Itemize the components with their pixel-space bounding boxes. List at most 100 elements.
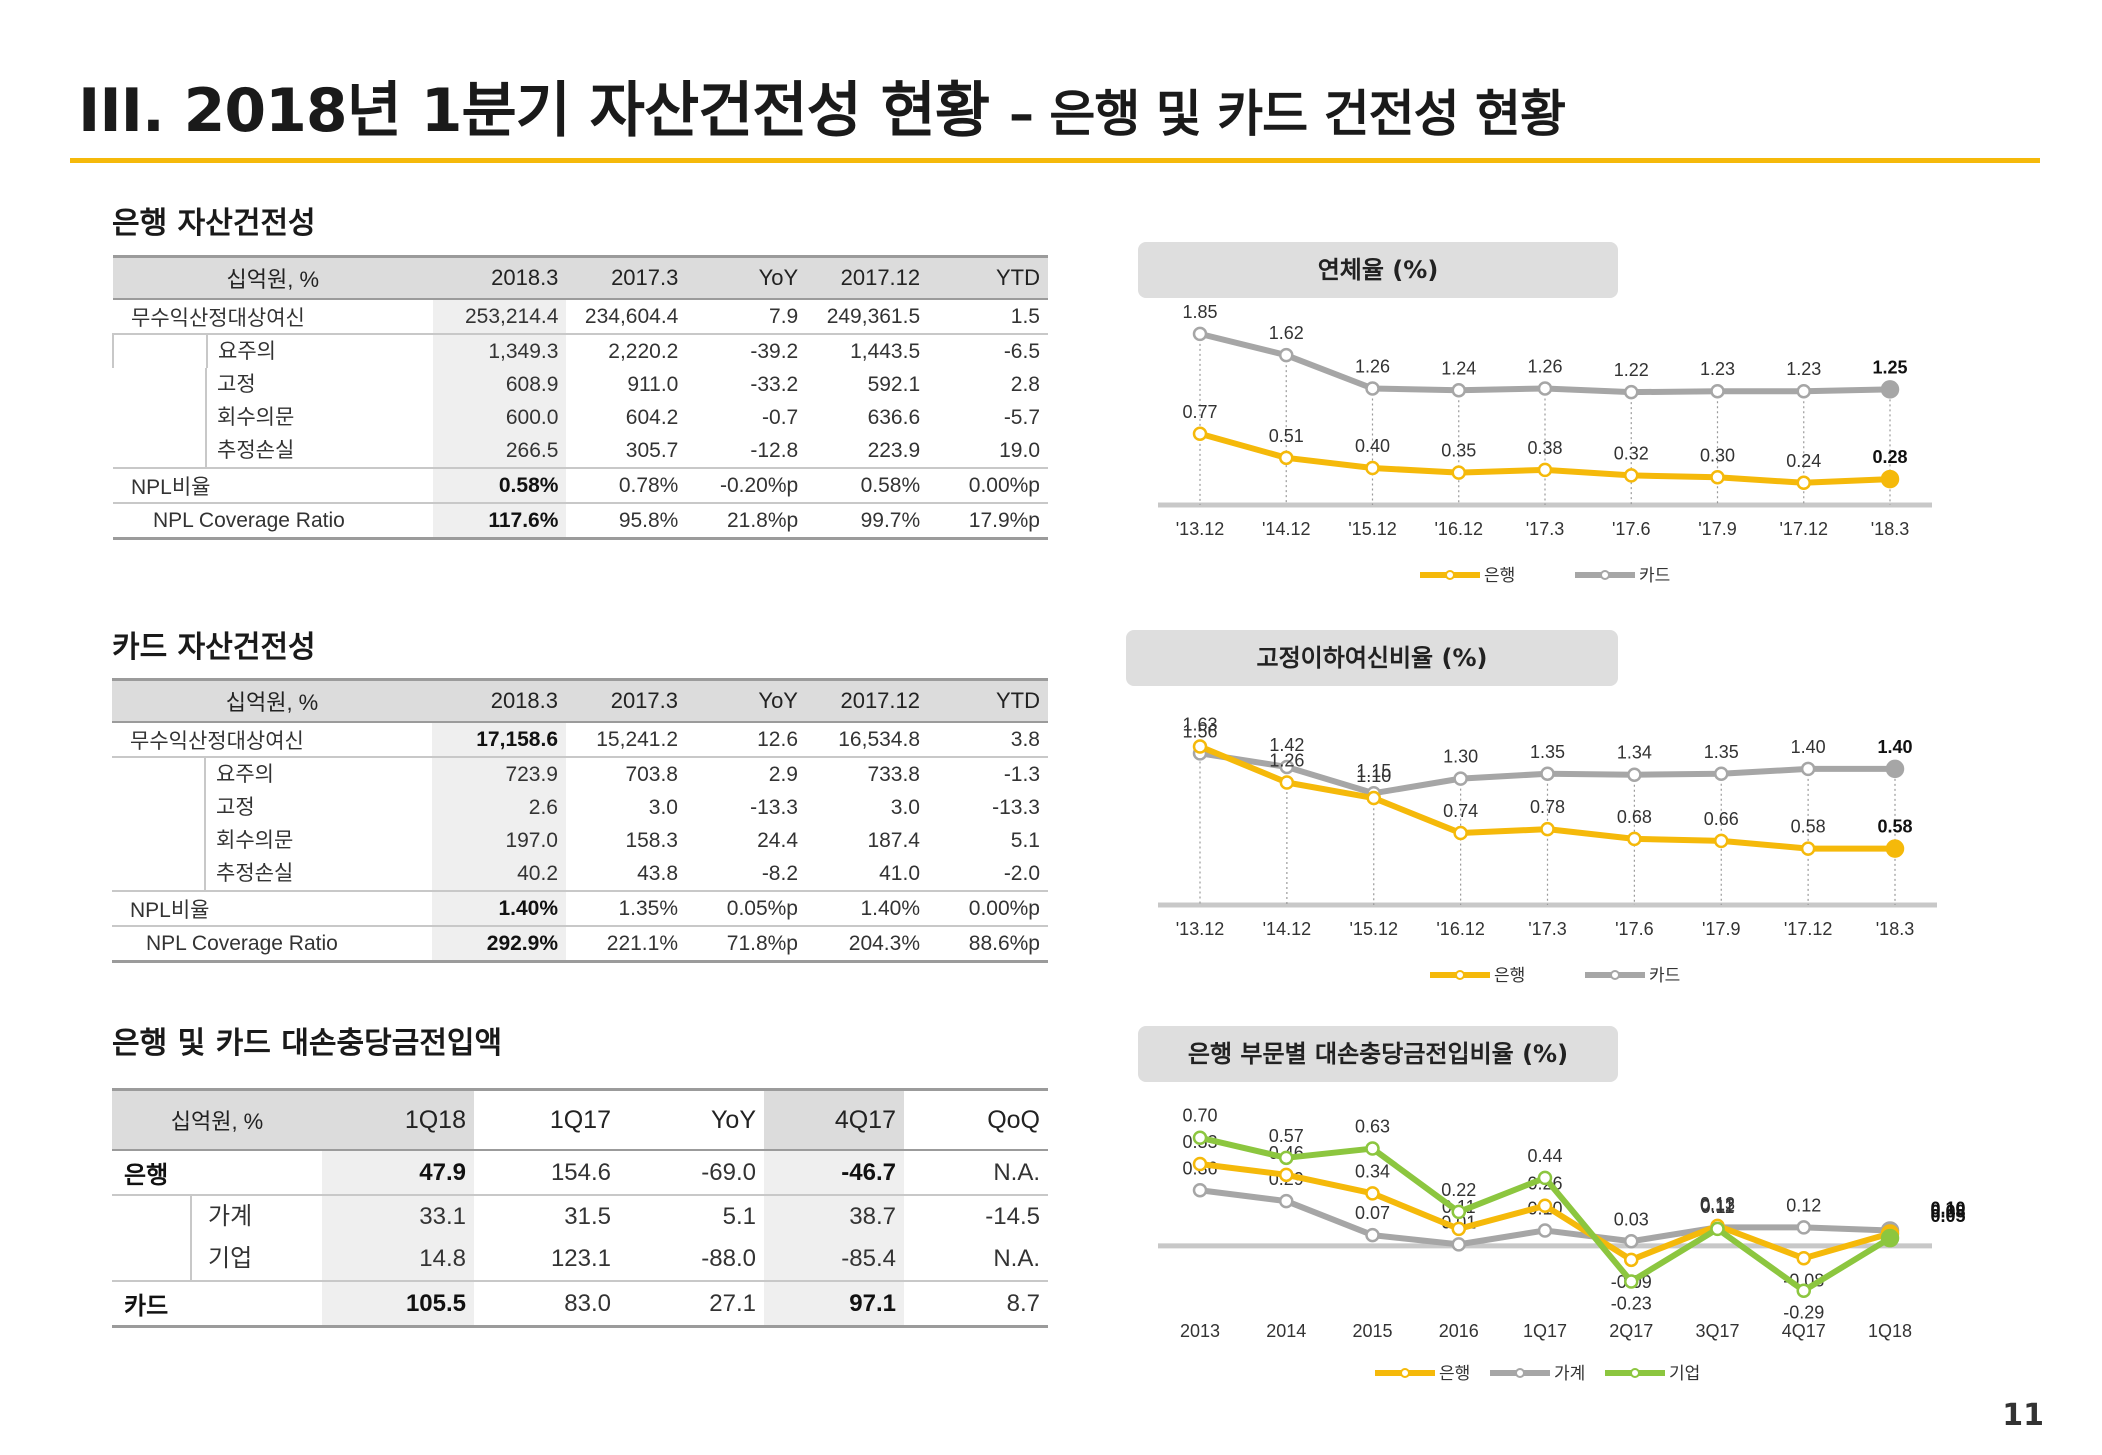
table-cell: 83.0 xyxy=(474,1281,619,1328)
data-label: 0.74 xyxy=(1443,801,1478,821)
table-cell: 95.8% xyxy=(566,502,687,540)
table-cell: 1,443.5 xyxy=(850,339,921,363)
x-tick-label: '17.9 xyxy=(1702,919,1740,939)
data-label: 0.13 xyxy=(1700,1194,1735,1214)
data-point xyxy=(1710,383,1725,399)
table-cell: 234,604.4 xyxy=(566,299,687,335)
table-cell: 99.7% xyxy=(806,502,929,540)
data-point xyxy=(1880,380,1900,399)
data-label: 0.32 xyxy=(1614,443,1649,463)
table-cell: 0.58% xyxy=(806,467,929,503)
table-cell: 604.2 xyxy=(625,405,679,429)
x-tick-label: '17.9 xyxy=(1698,519,1736,539)
x-tick-label: 2015 xyxy=(1352,1321,1392,1341)
table-cell: 27.1 xyxy=(619,1281,764,1328)
data-point xyxy=(1624,1252,1639,1268)
data-point xyxy=(1800,841,1816,856)
data-point xyxy=(1451,465,1466,480)
table-row: 고정 2.6 3.0 -13.3 3.0 -13.3 xyxy=(112,791,1048,824)
header-col: 2017.12 xyxy=(806,255,929,300)
table-row: 추정손실 40.2 43.8 -8.2 41.0 -2.0 xyxy=(112,857,1048,891)
data-point xyxy=(1192,739,1208,754)
data-point xyxy=(1714,833,1729,849)
row-label: 카드 xyxy=(112,1281,322,1328)
x-tick-label: '15.12 xyxy=(1348,519,1396,539)
table-cell: 3.8 xyxy=(928,722,1048,758)
data-label: 0.05 xyxy=(1930,1206,1965,1226)
table-cell: 0.00%p xyxy=(928,467,1048,503)
header-col: 2017.12 xyxy=(806,678,928,723)
chart-title-delinquency: 연체율 (%) xyxy=(1138,242,1618,298)
data-label: 1.56 xyxy=(1182,721,1217,741)
data-point xyxy=(1279,1167,1294,1183)
x-tick-label: 2014 xyxy=(1266,1321,1306,1341)
x-tick-label: 1Q18 xyxy=(1868,1321,1912,1341)
table-cell: 19.0 xyxy=(999,438,1040,462)
data-point xyxy=(1279,1150,1294,1166)
table-cell: 43.8 xyxy=(637,861,678,885)
data-point xyxy=(1279,347,1294,363)
data-label: 1.26 xyxy=(1269,751,1304,771)
x-tick-label: '16.12 xyxy=(1435,519,1483,539)
data-label: 0.35 xyxy=(1441,441,1476,461)
data-point xyxy=(1710,470,1725,485)
header-unit: 십억원, % xyxy=(112,678,432,723)
data-label: 0.40 xyxy=(1355,436,1390,456)
table-cell: -69.0 xyxy=(619,1150,764,1196)
data-label: 0.63 xyxy=(1355,1117,1390,1137)
row-label: NPL비율 xyxy=(112,890,432,926)
table-cell: -13.3 xyxy=(750,795,798,819)
data-point xyxy=(1365,1141,1380,1156)
header-col: 1Q17 xyxy=(474,1088,619,1151)
table-cell: -14.5 xyxy=(985,1203,1040,1230)
x-tick-label: '17.3 xyxy=(1528,919,1566,939)
header-col: 1Q18 xyxy=(322,1088,474,1151)
data-label: 1.26 xyxy=(1355,356,1390,376)
row-label: 요주의 xyxy=(204,758,274,791)
data-label: 0.51 xyxy=(1269,426,1304,446)
table-row: 무수익산정대상여신 17,158.6 15,241.2 12.6 16,534.… xyxy=(112,722,1048,758)
data-label: 1.25 xyxy=(1872,357,1907,377)
data-point xyxy=(1453,771,1468,786)
table-cell: 41.0 xyxy=(879,861,920,885)
data-point xyxy=(1279,1193,1294,1209)
data-point xyxy=(1540,766,1555,781)
header-col: YoY xyxy=(686,255,807,300)
table-cell: 204.3% xyxy=(806,925,928,963)
table-cell: 187.4 xyxy=(867,828,920,852)
row-label: 가계 xyxy=(190,1196,252,1238)
table-cell: 600.0 xyxy=(432,401,567,434)
x-tick-label: 1Q17 xyxy=(1523,1321,1567,1341)
data-label: 1.34 xyxy=(1617,743,1652,763)
data-label: 1.42 xyxy=(1269,735,1304,755)
legend-marker xyxy=(1445,570,1455,580)
legend-marker xyxy=(1630,1368,1640,1378)
data-point xyxy=(1365,1186,1380,1201)
data-label: 1.85 xyxy=(1182,302,1217,322)
table-cell: 1.35% xyxy=(566,890,686,926)
table-cell: 197.0 xyxy=(432,824,566,857)
table-cell: 608.9 xyxy=(432,368,567,401)
x-tick-label: '13.12 xyxy=(1176,519,1224,539)
data-label: 1.35 xyxy=(1530,742,1565,762)
legend-marker xyxy=(1600,570,1610,580)
data-point xyxy=(1885,839,1905,858)
table-cell: 723.9 xyxy=(432,757,566,791)
table-cell: 253,214.4 xyxy=(432,299,567,335)
table-cell: 17,158.6 xyxy=(432,722,566,758)
data-point xyxy=(1279,775,1295,790)
header-unit: 십억원, % xyxy=(113,255,433,300)
table-cell: 40.2 xyxy=(432,857,566,891)
table-cell: N.A. xyxy=(904,1238,1048,1282)
data-point xyxy=(1279,450,1294,466)
table-cell: -6.5 xyxy=(1003,339,1040,363)
data-label: 1.23 xyxy=(1700,359,1735,379)
table-cell: -13.3 xyxy=(992,795,1040,819)
data-point xyxy=(1451,383,1466,398)
data-label: -0.29 xyxy=(1783,1303,1824,1323)
legend-marker xyxy=(1515,1368,1525,1378)
data-point xyxy=(1796,1220,1811,1235)
table-cell: 636.6 xyxy=(867,405,921,429)
data-label: 1.26 xyxy=(1527,356,1562,376)
